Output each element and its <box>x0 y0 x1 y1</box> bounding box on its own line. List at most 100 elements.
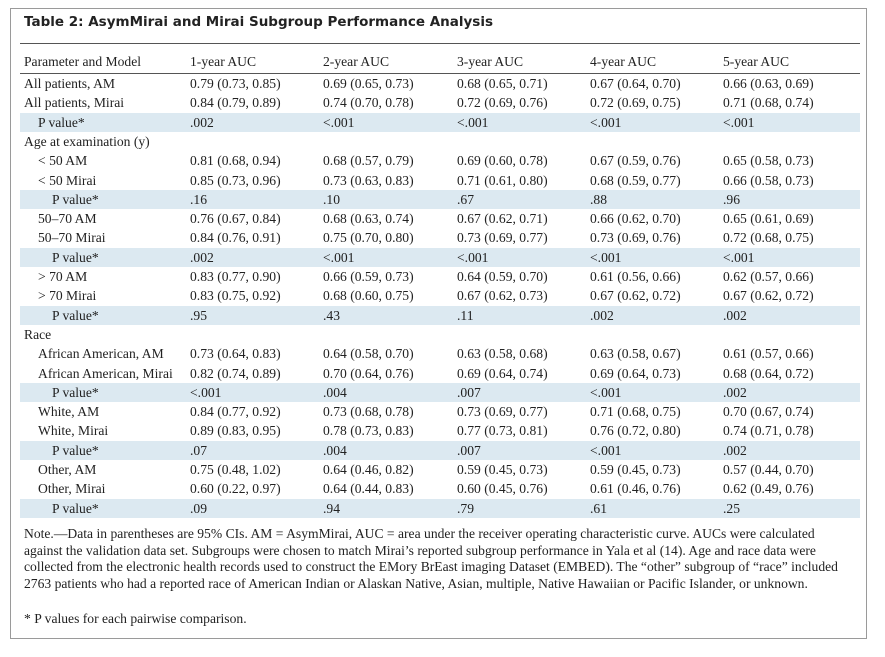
cell: .16 <box>190 191 207 207</box>
row-label: P value* <box>52 307 99 323</box>
cell: 0.64 (0.44, 0.83) <box>323 481 414 497</box>
cell: 0.67 (0.62, 0.72) <box>723 288 814 304</box>
cell: 0.60 (0.45, 0.76) <box>457 481 548 497</box>
cell: 0.61 (0.56, 0.66) <box>590 269 681 284</box>
cell: <.001 <box>590 114 622 130</box>
rule <box>20 43 860 44</box>
cell: .11 <box>457 307 474 323</box>
row-label: P value* <box>52 384 99 400</box>
cell: 0.67 (0.59, 0.76) <box>590 153 681 169</box>
cell: .002 <box>723 442 747 458</box>
cell: 0.65 (0.58, 0.73) <box>723 153 814 169</box>
cell: .09 <box>190 500 207 516</box>
row-label: White, AM <box>38 404 100 420</box>
cell: .96 <box>723 191 740 207</box>
cell: 0.68 (0.63, 0.74) <box>323 211 414 227</box>
cell: 0.66 (0.62, 0.70) <box>590 211 681 227</box>
cell: 0.85 (0.73, 0.96) <box>190 172 281 188</box>
cell: 0.79 (0.73, 0.85) <box>190 76 281 91</box>
column-header: Parameter and Model <box>24 54 142 69</box>
cell: <.001 <box>590 249 622 265</box>
cell: .004 <box>323 384 347 400</box>
row-label: All patients, AM <box>24 76 116 91</box>
cell: <.001 <box>590 384 622 400</box>
cell: <.001 <box>323 249 355 265</box>
table-title: Table 2: AsymMirai and Mirai Subgroup Pe… <box>24 14 493 30</box>
cell: <.001 <box>190 384 222 400</box>
cell: 0.68 (0.64, 0.72) <box>723 365 814 381</box>
cell: 0.63 (0.58, 0.68) <box>457 346 548 362</box>
column-header: 5-year AUC <box>723 54 790 69</box>
cell: 0.73 (0.69, 0.77) <box>457 230 548 246</box>
cell: 0.67 (0.64, 0.70) <box>590 76 681 91</box>
cell: 0.66 (0.63, 0.69) <box>723 76 814 91</box>
row-label: White, Mirai <box>38 423 109 439</box>
row-label: African American, Mirai <box>38 365 173 381</box>
row-label: African American, AM <box>38 346 164 362</box>
cell: 0.62 (0.57, 0.66) <box>723 269 814 284</box>
cell: 0.68 (0.60, 0.75) <box>323 288 414 304</box>
row-label: P value* <box>52 442 99 458</box>
row-label: P value* <box>52 249 99 265</box>
row-label: 50–70 Mirai <box>38 230 106 246</box>
cell: 0.63 (0.58, 0.67) <box>590 346 681 362</box>
cell: 0.72 (0.68, 0.75) <box>723 230 814 246</box>
row-shade <box>20 189 860 209</box>
row-label: < 50 AM <box>38 153 88 169</box>
row-shade <box>20 440 860 460</box>
cell: 0.74 (0.70, 0.78) <box>323 95 414 111</box>
cell: 0.69 (0.64, 0.74) <box>457 365 548 381</box>
row-label: Other, Mirai <box>38 481 106 497</box>
cell: 0.68 (0.59, 0.77) <box>590 172 681 188</box>
row-label: P value* <box>52 500 99 516</box>
cell: .95 <box>190 307 207 323</box>
row-label: P value* <box>52 191 99 207</box>
cell: 0.73 (0.64, 0.83) <box>190 346 281 362</box>
table-frame <box>10 8 867 639</box>
cell: 0.77 (0.73, 0.81) <box>457 423 548 439</box>
cell: .79 <box>457 500 474 516</box>
cell: 0.83 (0.75, 0.92) <box>190 288 281 304</box>
cell: 0.64 (0.46, 0.82) <box>323 462 414 477</box>
row-label: Other, AM <box>38 462 97 477</box>
cell: 0.71 (0.68, 0.74) <box>723 95 814 111</box>
row-shade <box>20 247 860 267</box>
cell: 0.68 (0.57, 0.79) <box>323 153 414 169</box>
cell: 0.71 (0.61, 0.80) <box>457 172 548 188</box>
row-label: 50–70 AM <box>38 211 97 227</box>
cell: <.001 <box>457 114 489 130</box>
cell: <.001 <box>723 249 755 265</box>
row-label: P value* <box>38 114 85 130</box>
row-shade <box>20 305 860 325</box>
cell: 0.70 (0.64, 0.76) <box>323 365 414 381</box>
cell: 0.64 (0.59, 0.70) <box>457 269 548 284</box>
cell: 0.60 (0.22, 0.97) <box>190 481 281 497</box>
cell: 0.72 (0.69, 0.76) <box>457 95 548 111</box>
cell: 0.70 (0.67, 0.74) <box>723 404 814 420</box>
cell: 0.73 (0.68, 0.78) <box>323 404 414 420</box>
cell: <.001 <box>323 114 355 130</box>
cell: 0.68 (0.65, 0.71) <box>457 76 548 91</box>
cell: .007 <box>457 384 481 400</box>
footnote: * P values for each pairwise comparison. <box>24 611 247 626</box>
cell: 0.69 (0.60, 0.78) <box>457 153 548 169</box>
cell: 0.61 (0.57, 0.66) <box>723 346 814 362</box>
cell: 0.61 (0.46, 0.76) <box>590 481 681 497</box>
cell: 0.57 (0.44, 0.70) <box>723 462 814 477</box>
section-label: Race <box>24 326 52 342</box>
cell: <.001 <box>590 442 622 458</box>
cell: 0.76 (0.67, 0.84) <box>190 211 281 227</box>
cell: 0.69 (0.64, 0.73) <box>590 365 681 381</box>
cell: .94 <box>323 500 340 516</box>
row-label: > 70 Mirai <box>38 288 97 304</box>
cell: 0.84 (0.77, 0.92) <box>190 404 281 420</box>
column-header: 2-year AUC <box>323 54 390 69</box>
row-shade <box>20 382 860 402</box>
cell: .07 <box>190 442 207 458</box>
cell: 0.59 (0.45, 0.73) <box>457 462 548 477</box>
cell: 0.73 (0.69, 0.76) <box>590 230 681 246</box>
cell: .43 <box>323 307 340 323</box>
cell: 0.67 (0.62, 0.71) <box>457 211 548 227</box>
cell: <.001 <box>723 114 755 130</box>
